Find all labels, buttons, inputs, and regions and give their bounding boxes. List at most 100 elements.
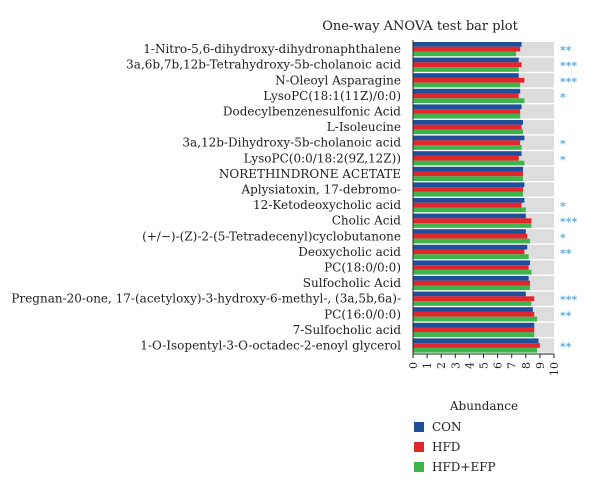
bar-hfd-efp [413,51,516,57]
bar-hfd [413,77,525,83]
x-tick-label: 6 [492,362,505,369]
bar-con [413,166,523,172]
category-label: 1-Nitro-5,6-dihydroxy-dihydronaphthalene [143,42,401,56]
bar-hfd [413,202,522,208]
bar-hfd [413,343,540,348]
category-label: N-Oleoyl Asparagine [275,73,401,87]
bar-hfd-efp [413,269,532,275]
bar-hfd [413,62,522,68]
category-label: LysoPC(0:0/18:2(9Z,12Z)) [244,151,401,165]
bar-con [413,73,519,78]
bar-hfd-efp [413,129,523,135]
bar-hfd-efp [413,145,522,150]
bar-hfd [413,140,521,146]
bar-hfd [413,327,535,333]
bar-hfd [413,109,521,114]
bar-hfd [413,46,521,52]
bar-hfd-efp [413,223,532,228]
significance-marker: ** [560,247,572,260]
category-label: Cholic Acid [332,214,402,228]
significance-marker: * [560,91,566,104]
bar-con [413,322,535,328]
significance-marker: * [560,200,566,213]
x-tick-label: 3 [449,362,462,369]
category-label: 1-O-Isopentyl-3-O-octadec-2-enoyl glycer… [140,339,401,353]
category-label: LysoPC(18:1(11Z)/0:0) [263,89,401,103]
significance-marker: * [560,153,566,166]
bar-hfd [413,187,523,192]
x-axis-label: Abundance [449,399,518,413]
bar-hfd-efp [413,82,521,88]
x-tick-label: 4 [463,362,476,369]
bar-con [413,57,519,63]
bar-hfd [413,124,522,130]
bar-con [413,291,526,297]
bar-hfd [413,218,532,224]
bar-con [413,213,526,219]
category-label: 3a,12b-Dihydroxy-5b-cholanoic acid [182,136,401,150]
significance-marker: * [560,231,566,244]
bar-con [413,198,525,203]
significance-marker: *** [560,60,578,73]
significance-marker: * [560,138,566,151]
x-tick-label: 0 [407,362,420,369]
bar-hfd [413,280,531,286]
bar-con [413,307,533,312]
legend: CON HFD HFD+EFP [414,420,496,474]
x-tick-label: 9 [534,362,547,369]
significance-marker: *** [560,294,578,307]
significance-marker: *** [560,75,578,88]
x-tick-label: 5 [478,362,491,369]
bar-con [413,88,521,94]
bar-hfd [413,296,535,302]
legend-label: HFD [432,440,460,454]
bar-hfd-efp [413,332,535,337]
category-label: L-Isoleucine [327,120,401,134]
bar-hfd-efp [413,113,521,119]
x-tick-label: 8 [520,362,533,369]
category-label: Dodecylbenzenesulfonic Acid [223,105,401,119]
significance-marker: *** [560,216,578,229]
category-label: Deoxycholic acid [298,245,401,259]
x-tick-label: 7 [506,362,519,369]
bar-hfd-efp [413,191,523,197]
x-tick-label: 10 [548,362,561,376]
category-label: Pregnan-20-one, 17-(acetyloxy)-3-hydroxy… [11,292,401,306]
bar-con [413,229,526,234]
x-tick-label: 2 [435,362,448,369]
bar-con [413,260,531,266]
category-label: 7-Sulfocholic acid [293,323,402,337]
bar-hfd-efp [413,98,525,103]
bar-hfd-efp [413,301,532,306]
chart-title: One-way ANOVA test bar plot [322,19,518,34]
legend-label: CON [432,420,462,434]
bar-hfd-efp [413,238,531,244]
category-label: PC(18:0/0:0) [324,261,401,275]
bar-con [413,42,522,47]
bar-hfd [413,155,519,161]
bar-hfd [413,93,519,99]
bar-con [413,135,525,141]
plot-area: 1-Nitro-5,6-dihydroxy-dihydronaphthalene… [11,40,578,376]
category-label: Aplysiatoxin, 17-debromo- [240,183,401,197]
category-label: 12-Ketodeoxycholic acid [253,198,401,212]
legend-swatch [414,422,424,432]
category-label: NORETHINDRONE ACETATE [219,167,401,181]
bar-con [413,338,539,344]
category-label: PC(16:0/0:0) [324,307,401,321]
significance-marker: ** [560,309,572,322]
bar-hfd-efp [413,67,519,72]
significance-marker: ** [560,44,572,57]
bar-hfd [413,311,535,317]
bar-con [413,151,522,156]
legend-swatch [414,462,424,472]
bar-hfd [413,171,523,177]
legend-label: HFD+EFP [432,460,496,474]
bar-hfd [413,249,525,255]
category-label: (+/−)-(Z)-2-(5-Tetradecenyl)cyclobutanon… [142,229,401,243]
bar-con [413,244,528,250]
bar-hfd-efp [413,254,529,259]
bar-con [413,104,522,110]
bar-hfd [413,265,529,270]
